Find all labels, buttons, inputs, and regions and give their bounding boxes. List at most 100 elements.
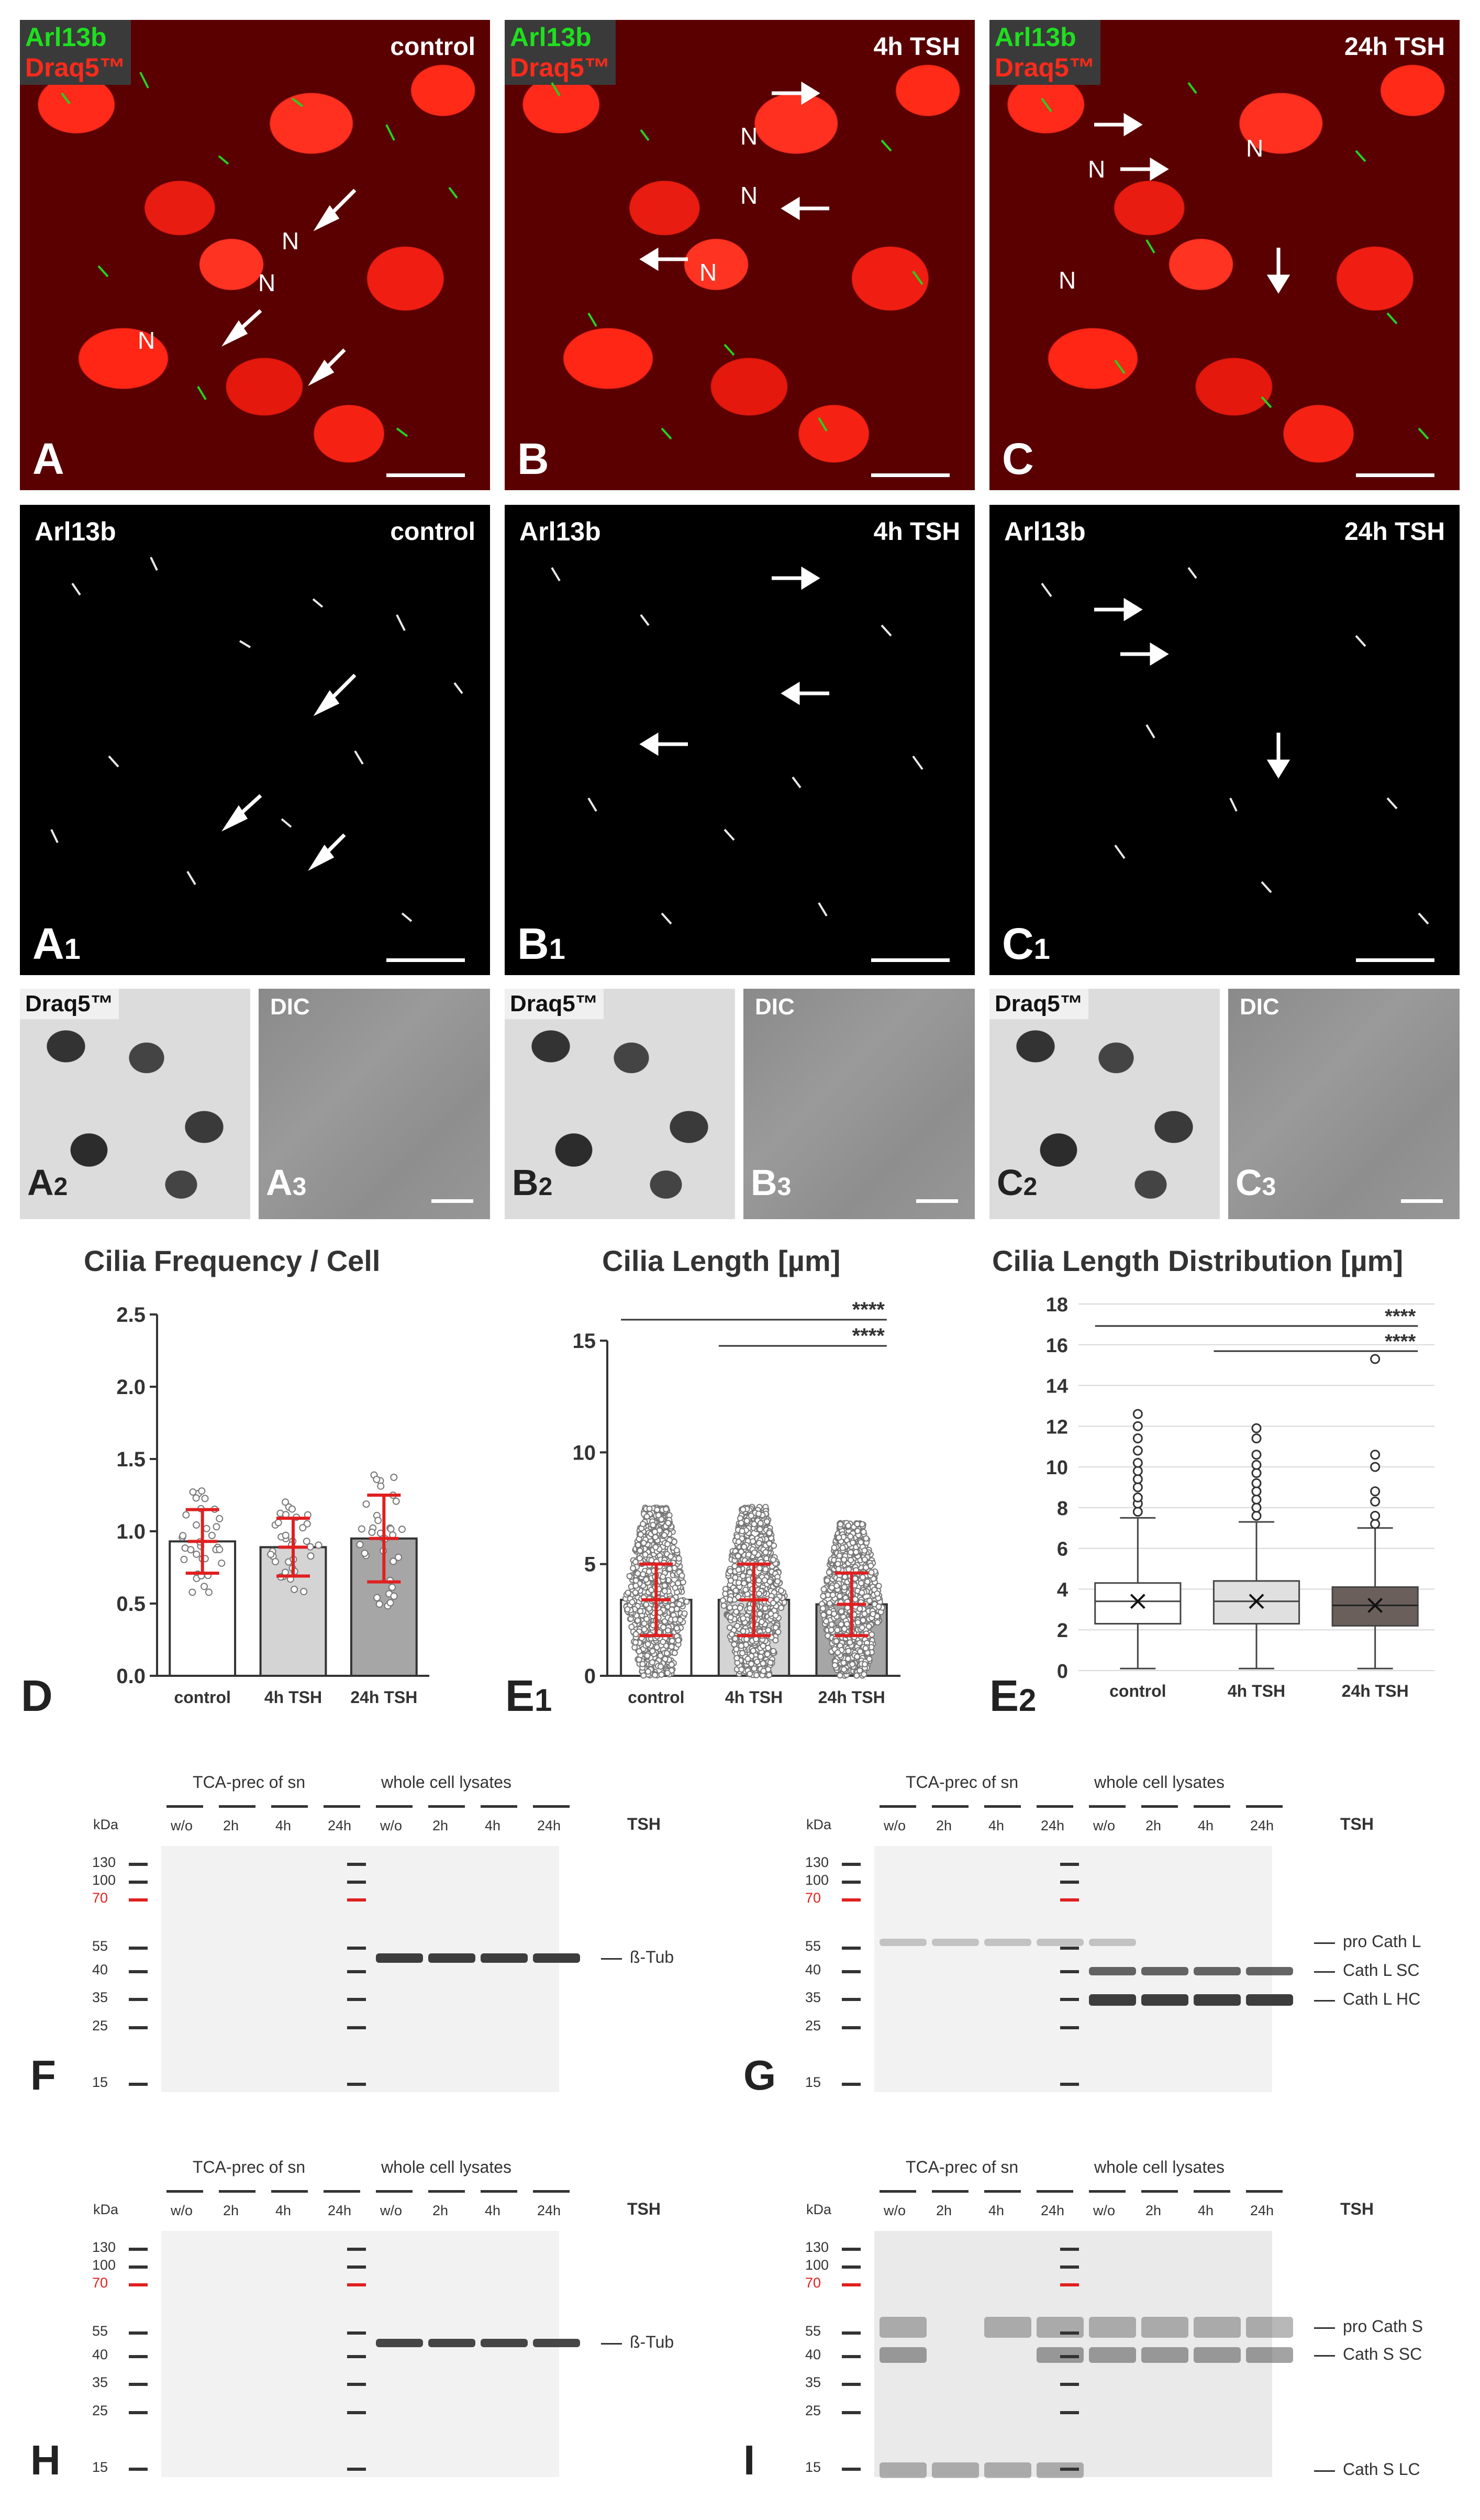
panel-letter-a2: A2 — [27, 1162, 68, 1203]
scale-bar — [916, 1199, 958, 1203]
category-label: control — [1109, 1682, 1166, 1700]
header-tca: TCA-prec of sn — [906, 1773, 1019, 1792]
ladder-marker — [347, 2283, 366, 2286]
condition-label: 24h TSH — [1344, 33, 1445, 61]
lane-label: 4h — [1198, 2203, 1214, 2218]
data-point — [632, 1639, 639, 1646]
blot-band — [1037, 2347, 1084, 2363]
lane-underline — [481, 2190, 517, 2193]
stain-label-draq5: Draq5™ — [510, 991, 598, 1016]
ladder-marker — [347, 1863, 366, 1866]
lane-underline — [1194, 1805, 1230, 1808]
ladder-marker — [347, 1970, 366, 1973]
ladder-marker — [1060, 2083, 1079, 2086]
label-box: Draq5™ — [989, 989, 1088, 1019]
data-point — [738, 1642, 744, 1649]
lane-label: w/o — [380, 2203, 403, 2218]
data-point — [673, 1625, 680, 1632]
data-point — [719, 1597, 726, 1604]
data-point — [760, 1667, 767, 1674]
outlier — [1251, 1433, 1262, 1444]
lane-underline — [166, 2190, 203, 2193]
stain-label-arl13b: Arl13b — [35, 517, 116, 546]
data-point — [874, 1590, 881, 1597]
data-point — [860, 1529, 867, 1535]
data-point — [820, 1611, 827, 1618]
ladder-tick — [842, 2083, 861, 2086]
data-point — [765, 1627, 772, 1633]
data-point — [303, 1538, 310, 1545]
data-point — [629, 1599, 636, 1606]
dic-label: DIC — [1240, 994, 1279, 1020]
lane-label: 4h — [988, 2203, 1005, 2218]
data-point — [767, 1659, 774, 1666]
y-tick-label: 14 — [1046, 1376, 1068, 1398]
data-point — [661, 1532, 668, 1539]
data-point — [859, 1589, 865, 1596]
band-pointer — [1314, 2327, 1335, 2329]
micrograph-b-merged: Arl13b Draq5™ 4h TSH N N N B — [505, 20, 975, 490]
data-point — [735, 1553, 741, 1560]
data-point — [828, 1627, 834, 1633]
header-wcl: whole cell lysates — [381, 1773, 511, 1792]
scale-bar — [386, 958, 465, 962]
data-point — [765, 1644, 772, 1651]
data-point — [192, 1494, 200, 1502]
outlier — [1132, 1421, 1143, 1431]
ladder-tick — [129, 1998, 148, 2001]
blot-band — [1037, 2317, 1084, 2338]
y-tick-label: 2.5 — [116, 1303, 146, 1327]
y-tick-label: 2 — [1057, 1620, 1068, 1642]
data-point — [852, 1596, 859, 1602]
ladder-marker — [1060, 2026, 1079, 2029]
data-point — [375, 1600, 383, 1608]
ladder-label: 35 — [92, 2374, 108, 2390]
data-point — [854, 1521, 861, 1528]
data-point — [637, 1531, 644, 1538]
outlier — [1132, 1474, 1143, 1484]
data-point — [624, 1606, 631, 1613]
data-point — [208, 1532, 216, 1540]
data-point — [374, 1517, 382, 1524]
ladder-label: 25 — [805, 2403, 821, 2418]
data-point — [852, 1575, 859, 1582]
data-point — [655, 1512, 662, 1519]
blot-band — [880, 1939, 927, 1946]
data-point — [845, 1566, 852, 1573]
blot-band — [984, 2317, 1031, 2338]
blot-band — [428, 1953, 475, 1963]
band-label: ß-Tub — [630, 1948, 674, 1966]
blot-band — [880, 2347, 927, 2363]
y-tick-label: 10 — [1046, 1457, 1068, 1479]
data-point — [675, 1637, 682, 1644]
lane-underline — [1141, 2190, 1178, 2193]
data-point — [675, 1580, 682, 1587]
header-tca: TCA-prec of sn — [193, 1773, 306, 1792]
stain-label-arl13b: Arl13b — [995, 23, 1076, 52]
data-point — [861, 1661, 868, 1668]
category-label: control — [628, 1688, 684, 1707]
ladder-tick — [842, 1998, 861, 2001]
ladder-label: 40 — [92, 2347, 108, 2362]
ladder-tick — [129, 1863, 148, 1866]
ladder-marker — [347, 2248, 366, 2251]
ladder-label: 130 — [805, 1854, 829, 1870]
panel-letter-b1: B1 — [517, 919, 565, 968]
data-point — [778, 1587, 785, 1594]
data-point — [625, 1589, 631, 1596]
ladder-label: 70 — [805, 1890, 821, 1906]
data-point — [770, 1556, 777, 1563]
outlier — [1132, 1409, 1143, 1419]
lane-label: 2h — [223, 2203, 239, 2218]
panel-letter-a: A — [32, 434, 64, 483]
band-pointer — [1314, 1971, 1335, 1973]
lane-label: 2h — [432, 1818, 449, 1833]
data-point — [387, 1525, 395, 1533]
data-point — [632, 1577, 639, 1584]
data-point — [665, 1520, 672, 1527]
stain-label-arl13b: Arl13b — [25, 23, 107, 52]
ladder-marker — [1060, 1898, 1079, 1902]
band-label: Cath L SC — [1343, 1961, 1420, 1980]
blot-band — [1194, 1967, 1241, 1975]
tsh-label: TSH — [1340, 2200, 1374, 2218]
